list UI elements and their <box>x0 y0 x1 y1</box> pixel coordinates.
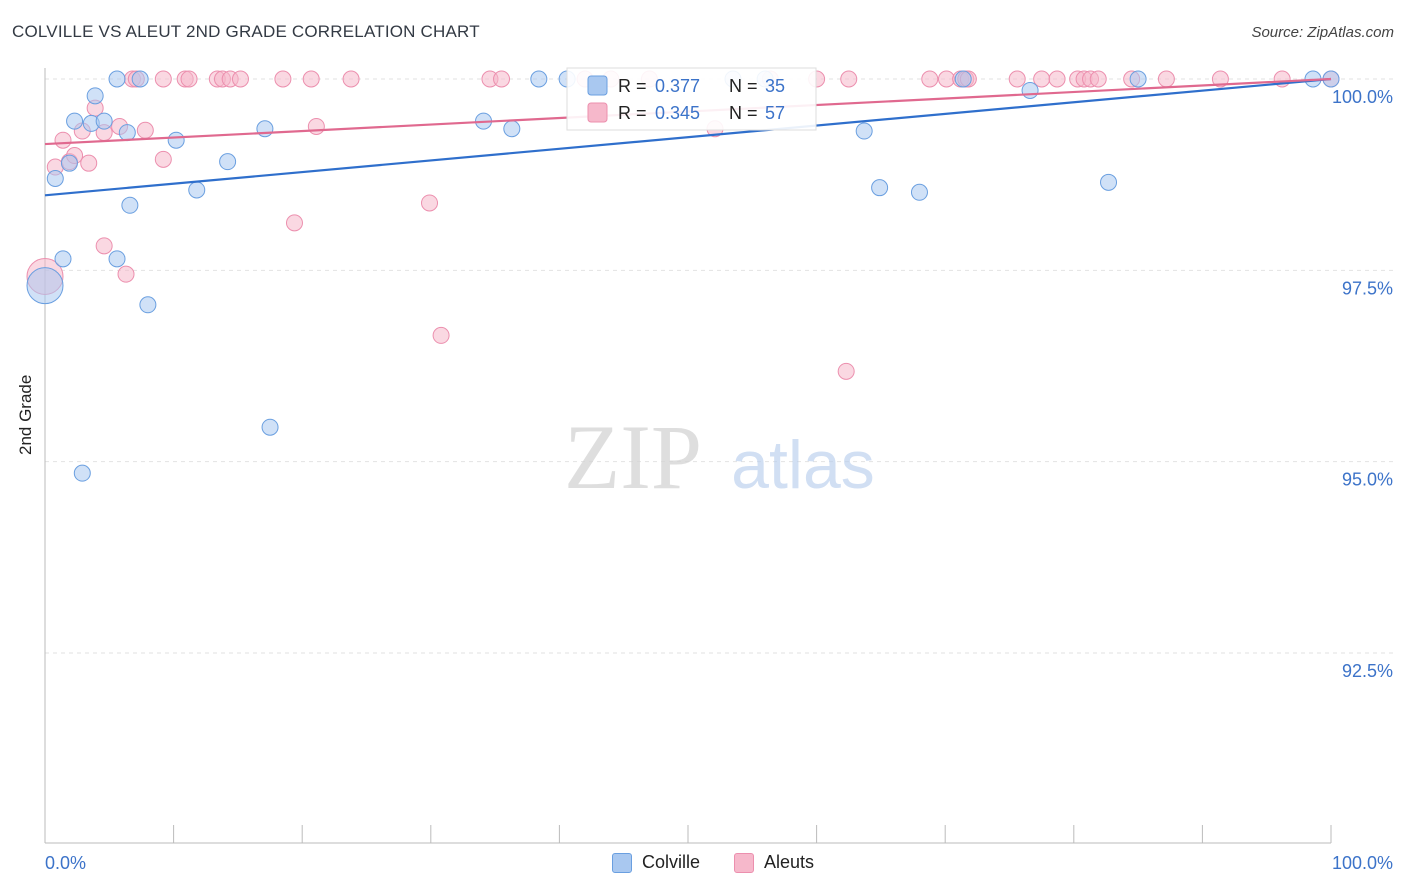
legend-colville-swatch <box>587 75 608 96</box>
colville-point <box>1129 70 1147 88</box>
colville-point <box>188 181 206 199</box>
colville-point <box>1100 173 1118 191</box>
watermark-zip: ZIP <box>564 406 702 508</box>
aleut-point <box>95 237 113 255</box>
aleut-point <box>921 70 939 88</box>
legend-aleut-r-value: 0.345 <box>655 103 700 123</box>
aleut-point <box>154 150 172 168</box>
colville-point <box>60 154 78 172</box>
aleut-point <box>342 70 360 88</box>
colville-point <box>871 179 889 197</box>
legend-box <box>566 67 817 131</box>
colville-point <box>503 120 521 138</box>
colville-trend-line <box>44 77 1332 197</box>
colville-point <box>261 418 279 436</box>
colville-point <box>256 120 274 138</box>
bottom-legend-aleut-swatch <box>734 852 755 873</box>
source-label: Source: ZipAtlas.com <box>1251 24 1394 41</box>
x-tick-label: 0.0% <box>45 853 86 873</box>
colville-point <box>95 112 113 130</box>
axes: 0.0% 100.0% <box>44 68 1393 873</box>
aleut-point <box>493 70 511 88</box>
y-axis-label: 2nd Grade <box>16 374 35 455</box>
legend-aleut-swatch <box>587 102 608 123</box>
aleut-point <box>937 70 955 88</box>
chart-title: COLVILLE VS ALEUT 2ND GRADE CORRELATION … <box>12 22 480 41</box>
colville-point <box>86 87 104 105</box>
top-legend: R = 0.377 N = 35 R = 0.345 N = 57 <box>566 67 817 131</box>
legend-colville-r-value: 0.377 <box>655 76 700 96</box>
y-tick-label: 95.0% <box>1342 470 1393 490</box>
aleut-point <box>840 70 858 88</box>
bottom-legend-colville[interactable]: Colville <box>612 852 700 873</box>
aleut-point <box>421 194 439 212</box>
aleut-point <box>180 70 198 88</box>
colville-point <box>167 131 185 149</box>
colville-points <box>26 70 1340 482</box>
legend-aleut-r-label: R = <box>618 103 647 123</box>
aleut-point <box>307 117 325 135</box>
aleut-point <box>302 70 320 88</box>
colville-point <box>1021 81 1039 99</box>
watermark-atlas: atlas <box>731 427 875 503</box>
aleut-point <box>231 70 249 88</box>
colville-point <box>108 70 126 88</box>
y-tick-label: 100.0% <box>1332 87 1393 107</box>
grid-lines: 100.0% 97.5% 95.0% 92.5% <box>45 78 1393 681</box>
colville-point <box>108 250 126 268</box>
colville-point <box>73 464 91 482</box>
colville-point <box>139 296 157 314</box>
legend-colville-r-label: R = <box>618 76 647 96</box>
bottom-legend-aleut[interactable]: Aleuts <box>734 852 814 873</box>
aleut-point <box>154 70 172 88</box>
aleut-point <box>1211 70 1229 88</box>
legend-aleut-n-label: N = <box>729 103 758 123</box>
colville-point <box>219 153 237 171</box>
y-tick-label: 97.5% <box>1342 278 1393 298</box>
y-tick-label: 92.5% <box>1342 661 1393 681</box>
colville-point <box>26 267 64 305</box>
aleut-point <box>285 214 303 232</box>
x-tick-label: 100.0% <box>1332 853 1393 873</box>
legend-colville-n-label: N = <box>729 76 758 96</box>
bottom-legend-aleut-label: Aleuts <box>764 852 815 872</box>
watermark: ZIP atlas <box>564 406 875 508</box>
aleut-point <box>432 326 450 344</box>
colville-point <box>121 196 139 214</box>
bottom-legend: Colville Aleuts <box>612 852 848 873</box>
colville-point <box>118 124 136 142</box>
colville-point <box>66 112 84 130</box>
bottom-legend-colville-swatch <box>612 852 632 873</box>
aleut-point <box>1008 70 1026 88</box>
legend-aleut-n-value: 57 <box>765 103 785 123</box>
aleut-point <box>54 131 72 149</box>
aleut-point <box>1157 70 1175 88</box>
colville-point <box>54 250 72 268</box>
aleut-point <box>274 70 292 88</box>
aleut-point <box>1048 70 1066 88</box>
aleut-point <box>117 265 135 283</box>
colville-point <box>530 70 548 88</box>
aleut-point <box>136 121 154 139</box>
aleut-point <box>1089 70 1107 88</box>
colville-point <box>855 122 873 140</box>
colville-point <box>954 70 972 88</box>
colville-point <box>46 169 64 187</box>
colville-point <box>910 183 928 201</box>
aleut-point <box>80 154 98 172</box>
bottom-legend-colville-label: Colville <box>642 852 701 872</box>
legend-colville-n-value: 35 <box>765 76 785 96</box>
colville-point <box>131 70 149 88</box>
aleut-point <box>837 362 855 380</box>
